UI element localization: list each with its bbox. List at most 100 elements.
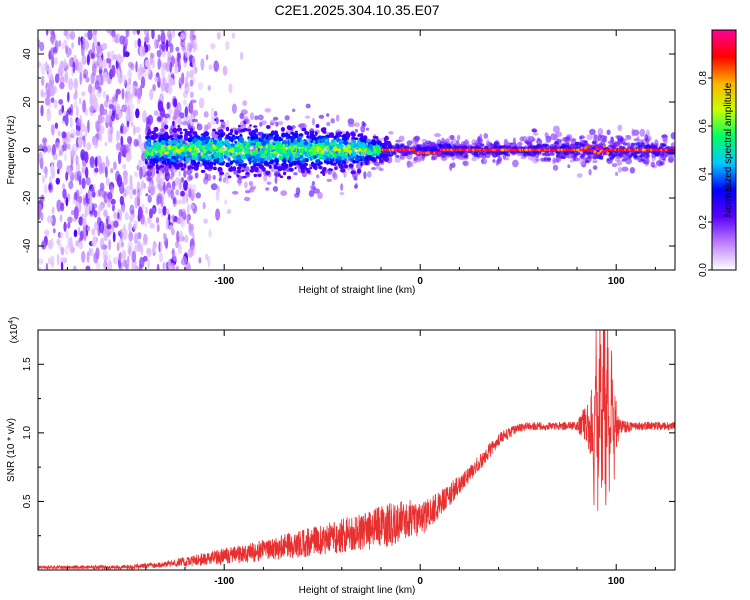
heatmap-cell [215,208,221,221]
heatmap-cell [312,151,316,156]
heatmap-cell [218,137,222,141]
heatmap-cell [380,154,386,158]
heatmap-cell [180,139,183,145]
heatmap-cell [178,170,181,177]
heatmap-cell [582,148,587,152]
heatmap-cell [174,166,180,170]
heatmap-cell [45,63,50,72]
heatmap-cell [473,153,478,157]
heatmap-cell [187,247,194,258]
heatmap-cell [588,168,592,176]
heatmap-cell [69,148,75,161]
heatmap-cell [586,134,593,141]
heatmap-cell [208,141,214,144]
heatmap-cell [379,141,382,146]
heatmap-cell [244,190,251,194]
heatmap-cell [545,139,550,144]
heatmap-cell [340,150,343,156]
heatmap-cell [583,140,588,144]
heatmap-cell [284,115,290,121]
heatmap-cell [353,184,358,189]
heatmap-cell [147,194,152,203]
heatmap-cell [230,143,236,147]
heatmap-cell [86,142,92,151]
heatmap-cell [260,120,267,125]
heatmap-cell [220,120,226,129]
heatmap-cell [363,171,367,180]
heatmap-cell [88,106,92,112]
heatmap-cell [102,90,107,99]
heatmap-cell [49,84,55,97]
heatmap-cell [110,50,115,61]
heatmap-cell [569,159,575,163]
heatmap-cell [151,245,156,255]
heatmap-cell [252,131,256,136]
heatmap-cell [146,176,152,182]
heatmap-cell [564,145,569,149]
heatmap-cell [356,168,362,174]
heatmap-cell [252,152,257,157]
heatmap-cell [225,179,229,185]
heatmap-cell [165,61,171,72]
heatmap-cell [108,253,111,265]
heatmap-cell [150,151,154,157]
heatmap-cell [621,140,626,144]
heatmap-cell [412,148,416,152]
heatmap-cell [59,232,64,238]
heatmap-cell [154,38,158,49]
heatmap-cell [241,154,246,160]
heatmap-cell [111,30,116,38]
heatmap-cell [103,209,108,217]
heatmap-cell [163,181,166,195]
heatmap-cell [266,134,270,138]
heatmap-cell [505,153,511,157]
heatmap-cell [167,188,171,198]
heatmap-cell [38,151,44,165]
heatmap-cell [281,165,286,170]
heatmap-cell [326,113,330,117]
heatmap-cell [251,159,257,164]
heatmap-cell [237,169,242,174]
heatmap-cell [275,140,280,145]
heatmap-cell [305,103,311,109]
heatmap-cell [41,240,47,250]
heatmap-cell [171,56,176,65]
heatmap-cell [156,263,160,270]
heatmap-cell [611,163,618,168]
heatmap-cell [140,244,144,256]
heatmap-cell [119,209,123,222]
heatmap-cell [586,149,590,152]
heatmap-cell [265,170,271,176]
heatmap-cell [134,171,139,177]
heatmap-cell [70,128,76,136]
heatmap-cell [597,128,604,136]
heatmap-cell [94,120,99,130]
heatmap-cell [168,163,172,169]
heatmap-cell [207,145,213,149]
heatmap-cell [245,171,250,176]
heatmap-cell [585,145,589,149]
heatmap-cell [249,112,255,121]
heatmap-cell [597,133,602,142]
heatmap-cell [280,126,285,132]
heatmap-cell [70,210,75,216]
heatmap-cell [512,137,517,145]
heatmap-cell [416,157,422,163]
heatmap-cell [190,223,194,232]
heatmap-cell [222,142,227,146]
heatmap-cell [645,144,650,149]
heatmap-cell [194,43,198,51]
heatmap-cell [172,184,176,191]
heatmap-cell [147,62,151,75]
heatmap-cell [54,46,57,55]
heatmap-cell [72,196,76,205]
heatmap-cell [352,159,356,164]
heatmap-cell [301,127,307,132]
heatmap-cell [248,159,252,165]
heatmap-cell [147,148,153,152]
heatmap-cell [264,150,268,155]
heatmap-cell [120,125,123,134]
spectrogram-ytick-label: -40 [22,238,33,253]
heatmap-cell [68,81,74,89]
heatmap-cell [181,196,186,205]
